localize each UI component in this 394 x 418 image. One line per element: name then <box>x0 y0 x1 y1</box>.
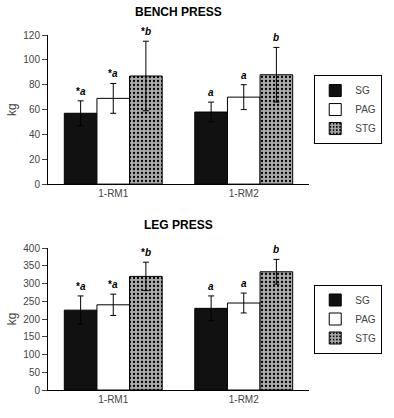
svg-text:100: 100 <box>23 349 40 360</box>
svg-text:150: 150 <box>23 331 40 342</box>
svg-text:LEG PRESS: LEG PRESS <box>144 218 213 232</box>
svg-text:*a: *a <box>76 281 86 292</box>
svg-text:50: 50 <box>29 367 41 378</box>
svg-text:a: a <box>208 87 214 98</box>
svg-text:PAG: PAG <box>355 314 376 325</box>
svg-text:*b: *b <box>141 26 151 37</box>
svg-text:STG: STG <box>355 333 376 344</box>
svg-text:*a: *a <box>108 68 118 79</box>
svg-text:1-RM2: 1-RM2 <box>229 394 259 405</box>
svg-text:60: 60 <box>29 104 41 115</box>
svg-text:80: 80 <box>29 79 41 90</box>
svg-text:20: 20 <box>29 154 41 165</box>
svg-text:SG: SG <box>355 295 370 306</box>
svg-text:300: 300 <box>23 278 40 289</box>
svg-text:SG: SG <box>355 85 370 96</box>
svg-text:a: a <box>208 281 214 292</box>
svg-text:1-RM1: 1-RM1 <box>98 394 128 405</box>
svg-text:b: b <box>273 244 279 255</box>
svg-text:a: a <box>241 278 247 289</box>
svg-text:250: 250 <box>23 296 40 307</box>
svg-text:PAG: PAG <box>355 104 376 115</box>
svg-text:350: 350 <box>23 260 40 271</box>
svg-text:100: 100 <box>23 54 40 65</box>
svg-text:BENCH PRESS: BENCH PRESS <box>135 5 222 19</box>
svg-text:400: 400 <box>23 243 40 254</box>
svg-text:*b: *b <box>141 247 151 258</box>
svg-text:kg: kg <box>5 313 19 326</box>
svg-text:a: a <box>241 70 247 81</box>
svg-text:kg: kg <box>5 103 19 116</box>
svg-text:0: 0 <box>34 385 40 396</box>
svg-text:200: 200 <box>23 314 40 325</box>
svg-text:STG: STG <box>355 123 376 134</box>
svg-text:40: 40 <box>29 129 41 140</box>
svg-text:1-RM2: 1-RM2 <box>229 188 259 199</box>
svg-text:*a: *a <box>108 279 118 290</box>
svg-text:*a: *a <box>76 86 86 97</box>
svg-text:1-RM1: 1-RM1 <box>98 188 128 199</box>
svg-text:120: 120 <box>23 30 40 41</box>
svg-text:0: 0 <box>34 179 40 190</box>
svg-text:b: b <box>273 32 279 43</box>
